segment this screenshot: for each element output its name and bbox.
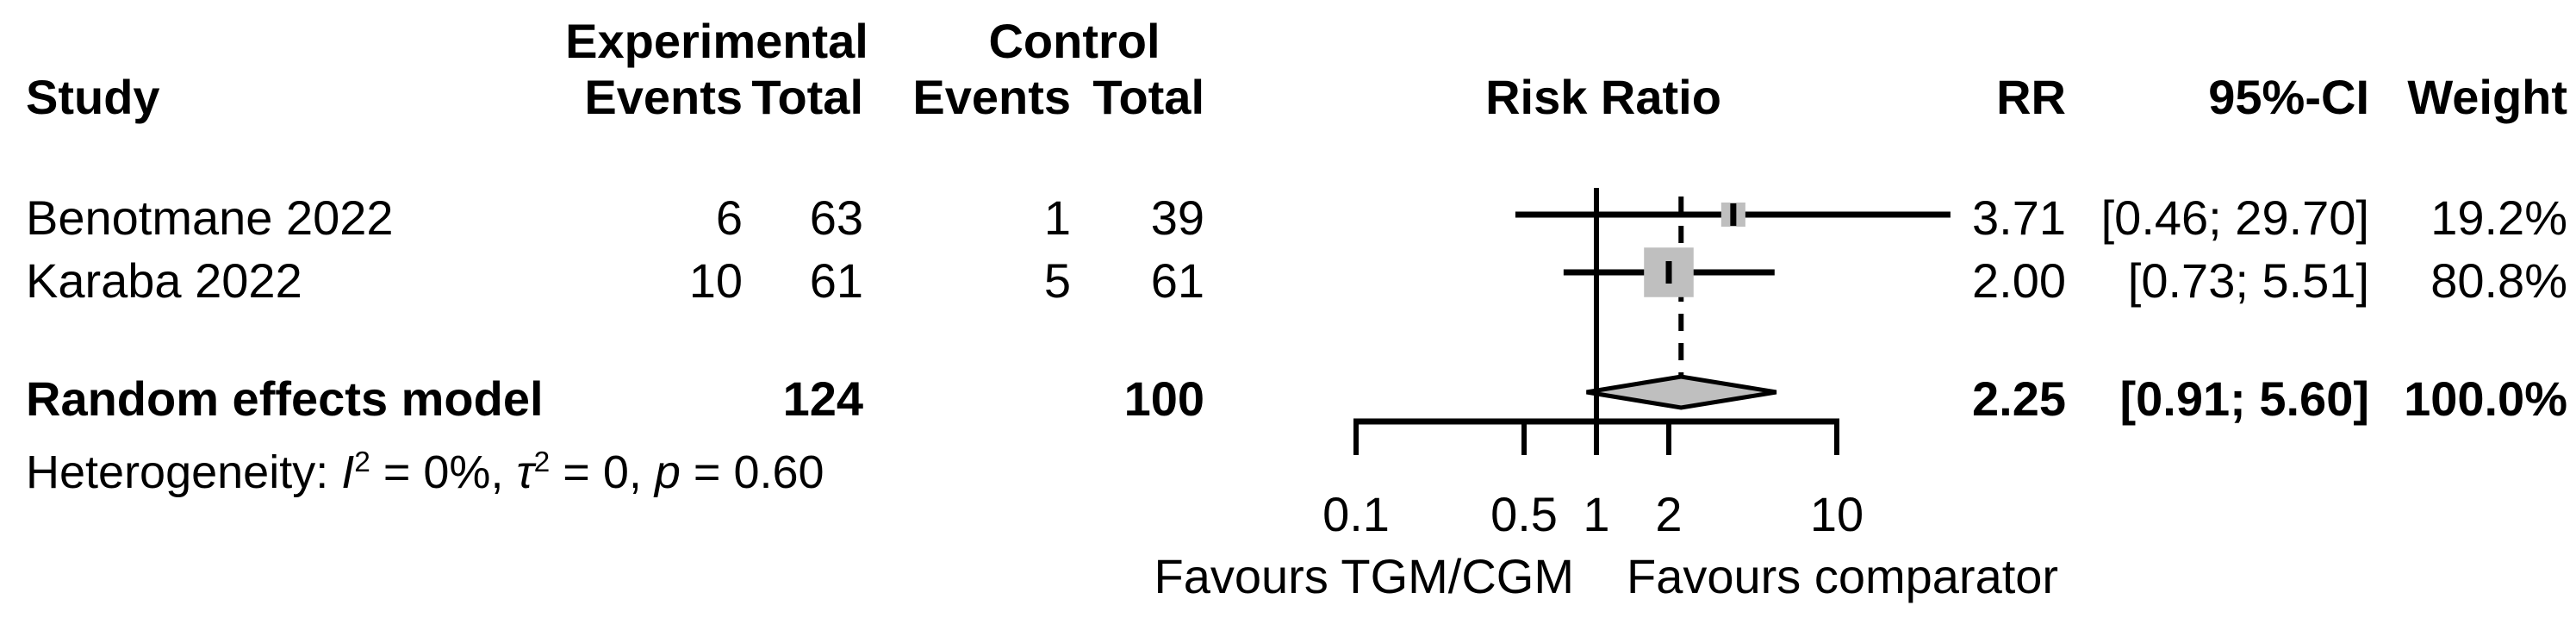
i-squared-value: = 0%, (370, 446, 517, 498)
heterogeneity-note: Heterogeneity: I2 = 0%, τ2 = 0, p = 0.60 (26, 440, 824, 496)
header-total-control: Total (1092, 70, 1204, 124)
p-symbol: p (654, 446, 681, 498)
row-1-e_total: 61 (809, 253, 863, 308)
header-group-control: Control (988, 14, 1160, 68)
row-0-study: Benotmane 2022 (26, 190, 394, 245)
row-1-study: Karaba 2022 (26, 253, 302, 308)
pooled-experimental-total: 124 (782, 371, 863, 426)
heterogeneity-prefix: Heterogeneity: (26, 446, 342, 498)
row-1-c_events: 5 (1043, 253, 1071, 308)
header-group-experimental: Experimental (565, 14, 868, 68)
row-1-rr: 2.00 (1972, 253, 2066, 308)
header-events-control: Events (912, 70, 1071, 124)
pooled-weight-value: 100.0% (2404, 371, 2567, 426)
header-events-experimental: Events (584, 70, 743, 124)
header-study: Study (26, 70, 160, 124)
header-total-experimental: Total (751, 70, 863, 124)
row-1-ci: [0.73; 5.51] (2127, 253, 2369, 308)
x-tick-label-0.5: 0.5 (1490, 487, 1558, 541)
i-squared-sup: 2 (354, 446, 370, 478)
row-0-e_total: 63 (809, 190, 863, 245)
x-tick-label-1: 1 (1583, 487, 1609, 541)
pooled-rr-value: 2.25 (1972, 371, 2066, 426)
row-0-weight: 19.2% (2430, 190, 2567, 245)
tau-squared-sup: 2 (533, 446, 551, 478)
x-tick-label-0.1: 0.1 (1322, 487, 1390, 541)
i-squared-symbol: I (341, 446, 355, 498)
pooled-control-total: 100 (1123, 371, 1204, 426)
p-value: = 0.60 (680, 446, 824, 498)
header-risk-ratio: Risk Ratio (1485, 70, 1721, 124)
row-0-e_events: 6 (715, 190, 743, 245)
header-weight: Weight (2407, 70, 2567, 124)
pooled-diamond (1586, 374, 1777, 410)
row-0-rr: 3.71 (1972, 190, 2066, 245)
header-rr: RR (1996, 70, 2066, 124)
pooled-ci-value: [0.91; 5.60] (2119, 371, 2370, 426)
x-tick-label-10: 10 (1810, 487, 1864, 541)
row-1-weight: 80.8% (2430, 253, 2567, 308)
row-1-e_events: 10 (688, 253, 743, 308)
row-1-c_total: 61 (1150, 253, 1204, 308)
favours-right-label: Favours comparator (1627, 549, 2058, 603)
tau-squared-value: = 0, (550, 446, 655, 498)
pooled-label: Random effects model (26, 371, 544, 426)
row-0-ci: [0.46; 29.70] (2100, 190, 2369, 245)
header-ci: 95%-CI (2208, 70, 2369, 124)
x-tick-label-2: 2 (1655, 487, 1682, 541)
row-0-c_total: 39 (1150, 190, 1204, 245)
favours-left-label: Favours TGM/CGM (1154, 549, 1574, 603)
tau-squared-symbol: τ (516, 446, 534, 498)
row-0-c_events: 1 (1043, 190, 1071, 245)
